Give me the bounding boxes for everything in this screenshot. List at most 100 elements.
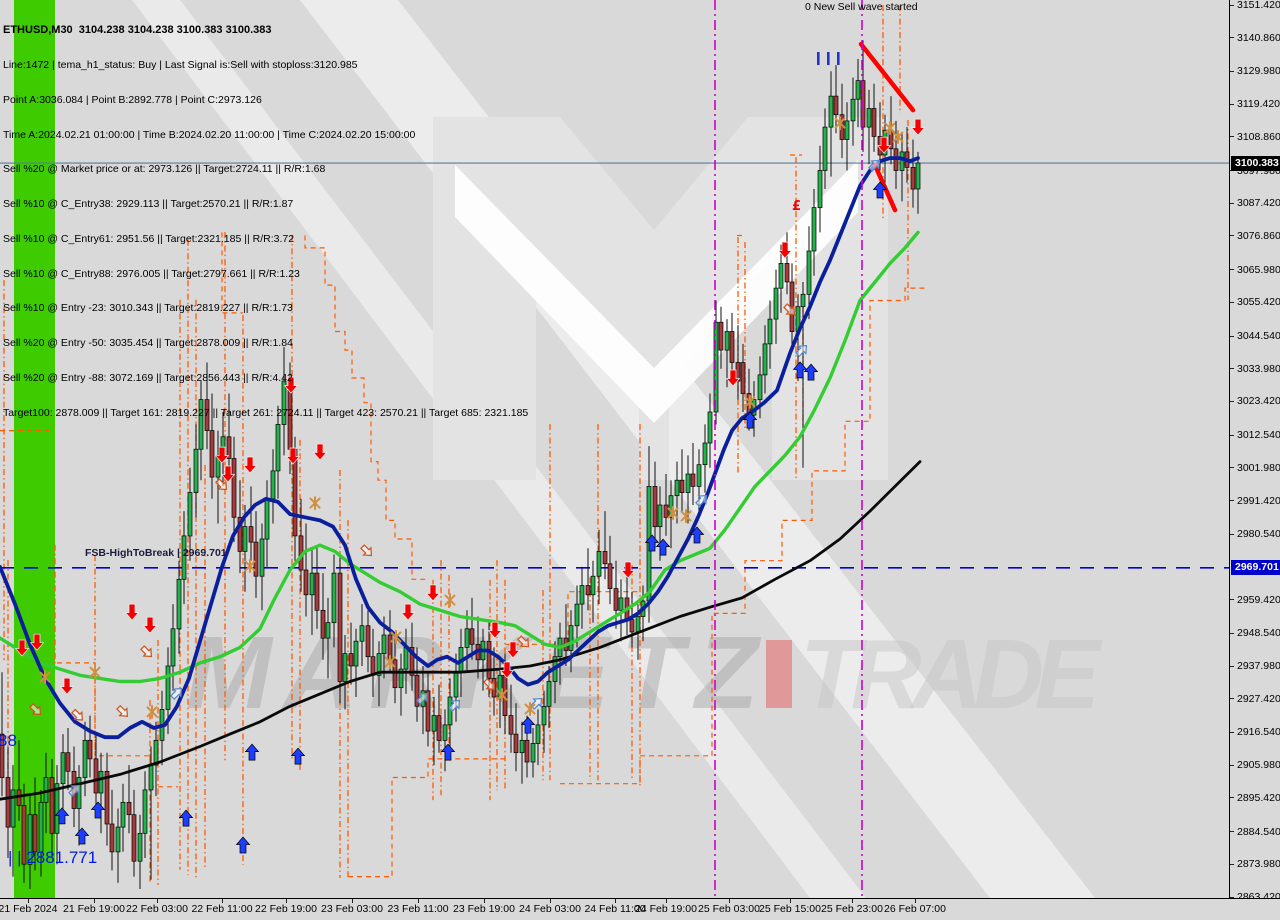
star-marker-icon (744, 394, 756, 409)
y-tick-label: 2895.420 (1237, 791, 1280, 804)
star-marker-icon (146, 704, 158, 719)
bull-candle (10, 789, 16, 828)
star-marker-icon (390, 629, 402, 644)
sell-arrow-icon (725, 369, 741, 387)
star-marker-icon (384, 654, 396, 669)
y-tick-label: 3119.420 (1237, 98, 1280, 111)
y-tick-dash (1230, 764, 1234, 766)
bull-candle (778, 263, 784, 289)
buy-arrow-icon (290, 747, 306, 765)
bull-candle (353, 640, 359, 667)
price-axis[interactable]: 3151.420 3140.860 3129.980 3119.420 3108.860… (1229, 0, 1280, 903)
sell-wave-trend-line[interactable] (858, 41, 916, 113)
hollow-down-arrow-icon (783, 303, 796, 316)
bull-candle (657, 504, 663, 528)
price-tag: 3100.383 (1231, 155, 1280, 171)
y-tick-dash (1230, 665, 1234, 667)
hollow-up-arrow-icon (695, 494, 708, 507)
buy-arrow-icon (742, 411, 758, 429)
y-tick-dash (1230, 235, 1234, 237)
bear-candle (718, 321, 724, 351)
y-tick-label: 3129.980 (1237, 65, 1280, 78)
x-tick-dash (790, 899, 791, 903)
y-tick-dash (1230, 896, 1234, 898)
bear-candle (679, 479, 685, 493)
x-tick-dash (157, 899, 158, 903)
stoploss-band-line (221, 232, 243, 314)
star-marker-icon (496, 688, 508, 703)
y-tick-dash (1230, 599, 1234, 601)
y-tick-dash (1230, 467, 1234, 469)
star-marker-icon (884, 121, 896, 136)
bull-candle (264, 498, 270, 540)
buy-arrow-icon (90, 801, 106, 819)
x-tick-label: 22 Feb 03:00 (126, 903, 188, 915)
bull-candle (811, 207, 817, 252)
info-line: Point A:3036.084 | Point B:2892.778 | Po… (3, 93, 262, 106)
y-tick-label: 2959.420 (1237, 593, 1280, 606)
time-axis[interactable]: 21 Feb 2024 21 Feb 19:00 22 Feb 03:00 22 Fe… (0, 898, 1280, 920)
bull-candle (762, 343, 768, 376)
bull-candle (98, 770, 104, 794)
info-line: Sell %10 @ C_Entry88: 2976.005 || Target… (3, 267, 300, 280)
y-tick-label: 3140.860 (1237, 31, 1280, 44)
y-tick-dash (1230, 70, 1234, 72)
buy-arrow-icon (655, 538, 671, 556)
bull-candle (181, 535, 187, 580)
bull-candle (713, 321, 719, 413)
bull-candle (115, 826, 121, 853)
bull-candle (707, 411, 713, 444)
hollow-up-arrow-icon (416, 692, 429, 705)
info-line: Sell %10 @ Entry -23: 3010.343 || Target… (3, 302, 293, 315)
y-tick-label: 2927.420 (1237, 692, 1280, 705)
chart-canvas[interactable]: MARKETZTRADE£ (0, 0, 1229, 898)
bear-candle (414, 674, 420, 707)
session-highlight-band (14, 0, 55, 898)
y-tick-label: 3001.980 (1237, 461, 1280, 474)
bull-candle (176, 578, 182, 630)
bull-candle (403, 647, 409, 670)
bull-candle (153, 739, 159, 766)
stoploss-band-line (304, 235, 428, 580)
y-tick-dash (1230, 202, 1234, 204)
bear-candle (629, 619, 635, 633)
bull-candle (270, 470, 276, 500)
y-tick-label: 2905.980 (1237, 759, 1280, 772)
watermark-brand-right: TRADE (800, 619, 1103, 729)
bull-candle (82, 739, 88, 778)
x-tick-label: 24 Feb 19:00 (635, 903, 697, 915)
hollow-down-arrow-icon (483, 677, 496, 690)
bull-candle (148, 764, 154, 791)
bear-candle (337, 572, 343, 682)
bear-candle (784, 263, 790, 283)
x-tick-dash (352, 899, 353, 903)
buy-arrow-icon (244, 743, 260, 761)
info-line: Sell %10 @ C_Entry61: 2951.56 || Target:… (3, 232, 295, 245)
sell-arrow-icon (312, 443, 328, 461)
y-tick-label: 3065.980 (1237, 263, 1280, 276)
bull-candle (828, 95, 834, 128)
chart-background (0, 0, 1229, 898)
bear-candle (0, 733, 5, 778)
bear-candle (513, 733, 519, 754)
bull-candle (850, 98, 856, 122)
y-tick-dash (1230, 37, 1234, 39)
x-tick-label: 26 Feb 07:00 (884, 903, 946, 915)
bear-candle (109, 823, 115, 853)
buy-arrow-icon (644, 534, 660, 552)
y-tick-label: 3012.540 (1237, 429, 1280, 442)
bull-candle (519, 739, 525, 754)
bull-candle (170, 628, 176, 667)
info-line: Sell %20 @ Entry -88: 3072.169 || Target… (3, 372, 293, 384)
y-tick-label: 3108.860 (1237, 130, 1280, 143)
sell-wave-annotation: 0 New Sell wave started (805, 1, 918, 13)
bull-candle (541, 705, 547, 726)
bull-candle (635, 616, 641, 633)
y-tick-dash (1230, 136, 1234, 138)
bear-candle (910, 167, 916, 190)
star-marker-icon (444, 593, 456, 608)
sell-arrow-icon (14, 639, 30, 657)
wave-count-bars (827, 52, 830, 65)
info-line: Sell %20 @ Entry -50: 3035.454 || Target… (3, 337, 293, 350)
x-tick-label: 23 Feb 03:00 (321, 903, 383, 915)
